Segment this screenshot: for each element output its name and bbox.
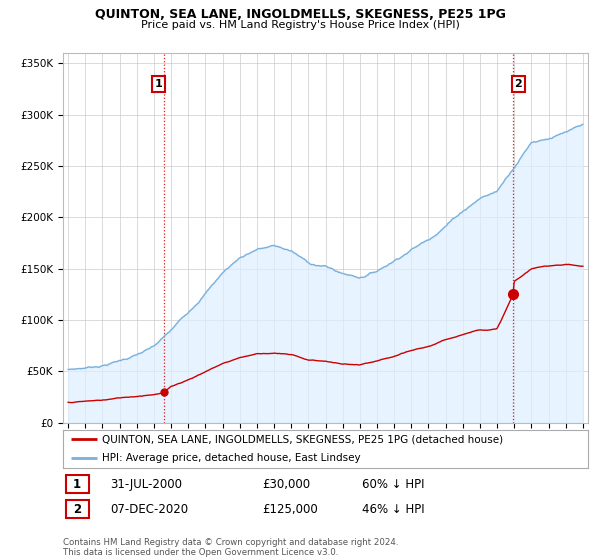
Text: QUINTON, SEA LANE, INGOLDMELLS, SKEGNESS, PE25 1PG (detached house): QUINTON, SEA LANE, INGOLDMELLS, SKEGNESS… [103, 434, 503, 444]
Text: 2: 2 [514, 79, 522, 89]
Text: £125,000: £125,000 [263, 502, 318, 516]
Text: 46% ↓ HPI: 46% ↓ HPI [362, 502, 425, 516]
Text: £30,000: £30,000 [263, 478, 311, 491]
FancyBboxPatch shape [65, 475, 89, 493]
Text: 1: 1 [73, 478, 81, 491]
Text: Price paid vs. HM Land Registry's House Price Index (HPI): Price paid vs. HM Land Registry's House … [140, 20, 460, 30]
Text: Contains HM Land Registry data © Crown copyright and database right 2024.
This d: Contains HM Land Registry data © Crown c… [63, 538, 398, 557]
Text: 1: 1 [155, 79, 163, 89]
Text: 07-DEC-2020: 07-DEC-2020 [110, 502, 188, 516]
Text: QUINTON, SEA LANE, INGOLDMELLS, SKEGNESS, PE25 1PG: QUINTON, SEA LANE, INGOLDMELLS, SKEGNESS… [95, 8, 505, 21]
Text: 2: 2 [73, 502, 81, 516]
Text: HPI: Average price, detached house, East Lindsey: HPI: Average price, detached house, East… [103, 453, 361, 463]
Text: 31-JUL-2000: 31-JUL-2000 [110, 478, 182, 491]
FancyBboxPatch shape [65, 500, 89, 518]
Text: 60% ↓ HPI: 60% ↓ HPI [362, 478, 425, 491]
